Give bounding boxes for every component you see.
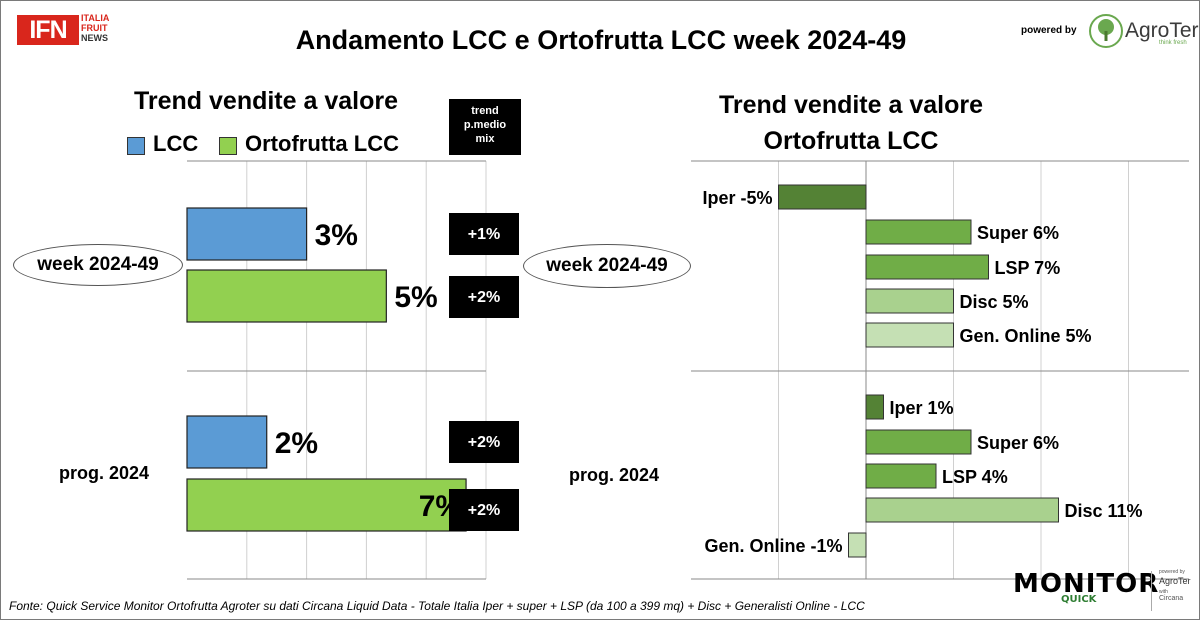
trend-box bbox=[449, 213, 519, 255]
left-bar-value-label: 2% bbox=[275, 427, 318, 460]
left-chart-title: Trend vendite a valore bbox=[134, 87, 398, 115]
left-bar-value-label: 3% bbox=[315, 219, 358, 252]
trend-box-value: +2% bbox=[468, 502, 500, 519]
right-bar-value-label: LSP 4% bbox=[942, 467, 1008, 487]
left-group-label-prog: prog. 2024 bbox=[59, 463, 150, 483]
trend-header-line-2: p.medio bbox=[463, 119, 507, 131]
right-bar-value-label: Iper 1% bbox=[890, 398, 954, 418]
right-group-label-prog: prog. 2024 bbox=[569, 465, 660, 485]
trend-header-line-3: mix bbox=[475, 133, 495, 145]
trend-box-value: +1% bbox=[468, 226, 500, 243]
left-group-label-week: week 2024-49 bbox=[13, 244, 183, 286]
right-bar-value-label: Gen. Online -1% bbox=[704, 536, 842, 556]
agroter-brand: AgroTer bbox=[1125, 19, 1199, 42]
trend-box bbox=[449, 276, 519, 318]
right-bar bbox=[865, 288, 954, 314]
right-bar-value-label: Disc 11% bbox=[1065, 501, 1143, 521]
monitor-agroter-label: AgroTer bbox=[1159, 576, 1191, 586]
right-bar bbox=[848, 532, 867, 558]
right-bar bbox=[865, 322, 954, 348]
right-bar bbox=[865, 497, 1059, 523]
monitor-logo-text: MONITOR bbox=[1013, 569, 1160, 599]
monitor-with-label: with bbox=[1159, 589, 1168, 595]
monitor-logo-quick: QUICK bbox=[1061, 594, 1097, 605]
right-bar bbox=[865, 254, 989, 280]
powered-by-label: powered by bbox=[1021, 25, 1077, 36]
right-group-label-week: week 2024-49 bbox=[523, 244, 691, 288]
right-chart-title: Trend vendite a valore Ortofrutta LCC bbox=[651, 87, 1051, 159]
trend-pmedio-mix-header: trend p.medio mix bbox=[449, 99, 521, 155]
right-bar-value-label: Super 6% bbox=[977, 433, 1059, 453]
right-chart-title-line-1: Trend vendite a valore bbox=[719, 91, 983, 119]
right-bar bbox=[865, 394, 884, 420]
ifn-sub-1: ITALIA bbox=[81, 13, 110, 23]
ifn-logo-sub: ITALIA FRUIT NEWS bbox=[81, 13, 109, 43]
right-bar bbox=[865, 219, 972, 245]
trend-box bbox=[449, 489, 519, 531]
right-bar bbox=[865, 463, 937, 489]
trend-header-line-1: trend bbox=[471, 105, 499, 117]
source-footnote: Fonte: Quick Service Monitor Ortofrutta … bbox=[9, 599, 865, 613]
right-bar-value-label: Super 6% bbox=[977, 223, 1059, 243]
right-bar-value-label: Iper -5% bbox=[702, 188, 772, 208]
ifn-logo-text: IFN bbox=[17, 15, 79, 45]
left-bar bbox=[186, 415, 268, 469]
right-chart-title-line-2: Ortofrutta LCC bbox=[763, 127, 939, 155]
right-bar bbox=[865, 429, 972, 455]
monitor-circana-label: Circana bbox=[1159, 595, 1184, 602]
legend-label-lcc: LCC bbox=[153, 131, 199, 156]
monitor-powered-label: powered by bbox=[1159, 569, 1185, 575]
left-bar-value-label: 5% bbox=[394, 281, 437, 314]
right-bar-value-label: LSP 7% bbox=[995, 258, 1061, 278]
legend-swatch-lcc bbox=[127, 137, 145, 155]
agroter-tagline: think fresh bbox=[1159, 40, 1187, 46]
right-bar-value-label: Disc 5% bbox=[960, 292, 1029, 312]
left-bar bbox=[186, 269, 387, 323]
ifn-logo: IFN ITALIA FRUIT NEWS bbox=[17, 11, 123, 47]
agroter-tree-icon bbox=[1089, 14, 1123, 48]
ifn-sub-2: FRUIT bbox=[81, 23, 108, 33]
left-bar bbox=[186, 478, 467, 532]
trend-box-value: +2% bbox=[468, 434, 500, 451]
monitor-logo-divider bbox=[1151, 571, 1152, 611]
legend-swatch-ortofrutta bbox=[219, 137, 237, 155]
left-bar bbox=[186, 207, 308, 261]
main-title: Andamento LCC e Ortofrutta LCC week 2024… bbox=[295, 25, 907, 55]
legend-label-ortofrutta: Ortofrutta LCC bbox=[245, 131, 399, 156]
trend-box-value: +2% bbox=[468, 289, 500, 306]
right-bar-value-label: Gen. Online 5% bbox=[960, 326, 1092, 346]
right-bar bbox=[778, 184, 867, 210]
trend-box bbox=[449, 421, 519, 463]
ifn-sub-3: NEWS bbox=[81, 33, 108, 43]
